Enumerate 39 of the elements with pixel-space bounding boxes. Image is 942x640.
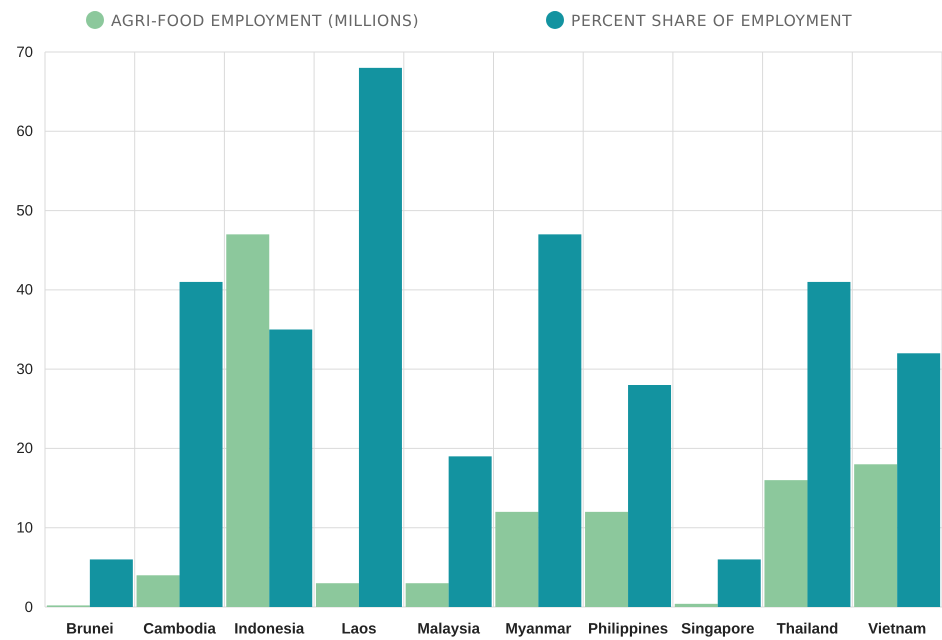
x-tick-label: Cambodia xyxy=(143,620,216,638)
x-tick-label: Laos xyxy=(341,620,376,638)
bar xyxy=(495,512,538,607)
x-tick-label: Philippines xyxy=(588,620,668,638)
x-tick-label: Indonesia xyxy=(234,620,305,638)
y-tick-label: 30 xyxy=(16,360,33,378)
y-tick-label: 40 xyxy=(16,282,33,299)
bar xyxy=(854,464,898,607)
bar xyxy=(718,559,761,607)
bar xyxy=(180,282,223,607)
y-tick-label: 10 xyxy=(16,520,33,537)
bar xyxy=(628,385,672,607)
x-tick-label: Vietnam xyxy=(868,620,926,638)
y-tick-label: 70 xyxy=(16,44,33,61)
legend-label: AGRI-FOOD EMPLOYMENT (MILLIONS) xyxy=(111,12,420,30)
bar xyxy=(807,282,850,607)
x-tick-label: Thailand xyxy=(776,620,838,638)
y-tick-label: 60 xyxy=(16,123,33,140)
bar xyxy=(897,353,940,607)
bar xyxy=(90,559,133,607)
bar xyxy=(136,575,180,607)
bar xyxy=(358,68,402,607)
bar xyxy=(406,583,449,607)
bar xyxy=(448,456,492,607)
x-tick-label: Brunei xyxy=(66,620,114,638)
legend-label: PERCENT SHARE OF EMPLOYMENT xyxy=(571,12,852,30)
bar xyxy=(316,583,359,607)
bar xyxy=(585,512,628,607)
bar xyxy=(226,234,270,607)
bar xyxy=(538,234,582,607)
x-tick-label: Malaysia xyxy=(417,620,481,638)
x-tick-label: Singapore xyxy=(681,620,754,638)
bar xyxy=(764,480,808,607)
y-tick-label: 0 xyxy=(24,598,33,616)
y-tick-label: 50 xyxy=(16,202,33,220)
bar xyxy=(269,330,312,607)
x-tick-label: Myanmar xyxy=(505,620,572,638)
y-tick-label: 20 xyxy=(16,440,33,458)
bar xyxy=(674,604,718,607)
